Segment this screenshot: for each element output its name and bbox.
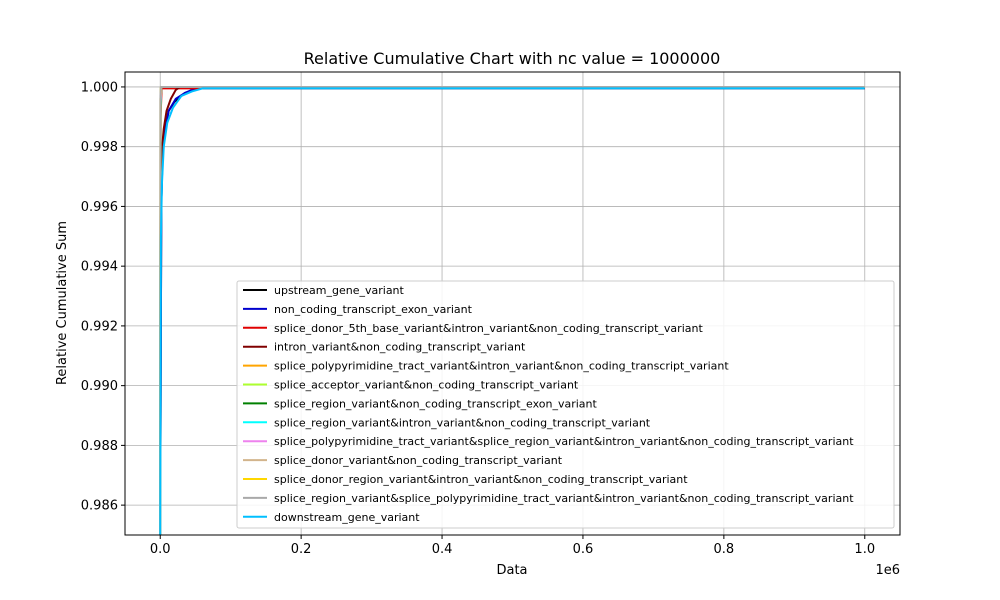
legend-label: splice_donor_region_variant&intron_varia…: [274, 473, 688, 486]
legend-label: splice_region_variant&non_coding_transcr…: [274, 397, 597, 410]
y-axis-ticks: 0.986 0.988 0.990 0.992 0.994 0.996 0.998 1.000: [81, 80, 125, 514]
x-axis-ticks: 0.0 0.2 0.4 0.6 0.8 1.0: [150, 535, 875, 557]
legend-label: splice_polypyrimidine_tract_variant&spli…: [274, 435, 854, 448]
x-tick-label: 0.4: [432, 542, 453, 557]
x-tick-label: 0.0: [150, 542, 171, 557]
legend-label: splice_donor_variant&non_coding_transcri…: [274, 454, 563, 467]
x-axis-offset-label: 1e6: [875, 563, 900, 578]
y-tick-label: 0.996: [81, 200, 118, 215]
legend: upstream_gene_variant non_coding_transcri…: [236, 280, 895, 529]
x-tick-label: 1.0: [854, 542, 875, 557]
y-tick-label: 0.998: [81, 140, 118, 155]
legend-frame: [236, 280, 895, 529]
legend-label: splice_polypyrimidine_tract_variant&intr…: [274, 360, 729, 373]
y-tick-label: 0.992: [81, 319, 118, 334]
y-tick-label: 1.000: [81, 80, 118, 95]
series-line-downstream_gene_variant: [159, 87, 865, 535]
legend-label: intron_variant&non_coding_transcript_var…: [274, 341, 526, 354]
y-tick-label: 0.990: [81, 379, 118, 394]
legend-label: splice_region_variant&intron_variant&non…: [274, 416, 651, 429]
y-tick-label: 0.994: [81, 260, 118, 275]
x-tick-label: 0.2: [291, 542, 312, 557]
x-tick-label: 0.8: [714, 542, 735, 557]
plot-area-frame: [124, 71, 901, 536]
legend-label: upstream_gene_variant: [274, 284, 405, 297]
y-tick-label: 0.988: [81, 439, 118, 454]
x-tick-label: 0.6: [573, 542, 594, 557]
legend-label: non_coding_transcript_exon_variant: [274, 303, 473, 316]
chart-title: Relative Cumulative Chart with nc value …: [304, 49, 721, 68]
legend-label: splice_acceptor_variant&non_coding_trans…: [274, 379, 579, 392]
x-axis-label: Data: [496, 563, 527, 578]
legend-label: splice_donor_5th_base_variant&intron_var…: [274, 322, 703, 335]
plot-lines: [159, 85, 865, 535]
y-tick-label: 0.986: [81, 499, 118, 514]
legend-label: downstream_gene_variant: [274, 511, 420, 524]
y-axis-label: Relative Cumulative Sum: [55, 221, 70, 385]
legend-label: splice_region_variant&splice_polypyrimid…: [274, 492, 854, 505]
